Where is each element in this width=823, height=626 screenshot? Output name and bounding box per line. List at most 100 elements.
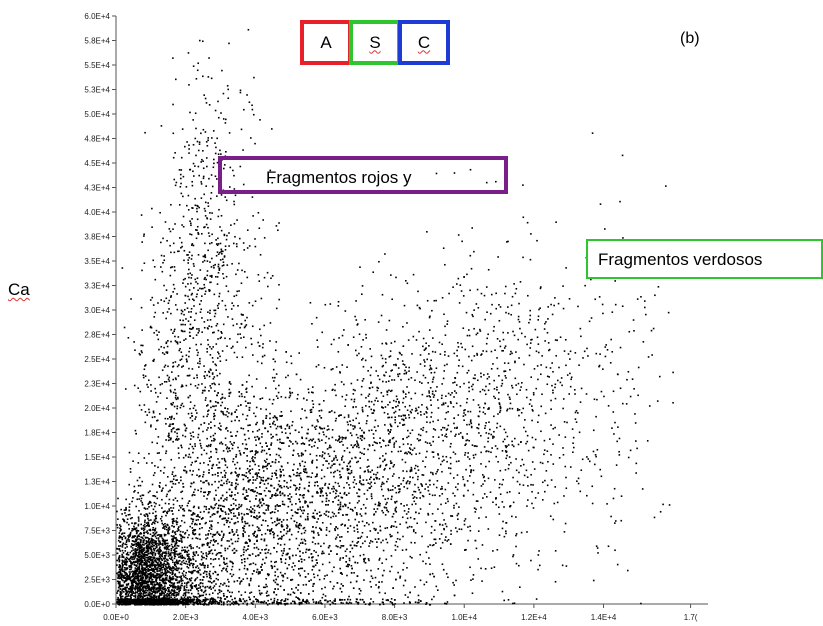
data-point <box>139 582 141 584</box>
data-point <box>182 574 185 576</box>
data-point <box>349 460 352 463</box>
data-point <box>173 520 175 523</box>
data-point <box>262 422 264 425</box>
data-point <box>165 548 168 551</box>
data-point <box>163 525 165 528</box>
data-point <box>139 543 142 545</box>
data-point <box>229 603 232 606</box>
data-point <box>124 547 127 549</box>
data-point <box>129 513 131 516</box>
data-point <box>139 484 142 487</box>
data-point <box>140 497 143 500</box>
data-point <box>137 546 139 549</box>
data-point <box>251 385 253 388</box>
data-point <box>210 549 213 551</box>
data-point <box>317 364 320 366</box>
data-point <box>142 588 144 591</box>
data-point <box>131 544 134 546</box>
data-point <box>159 574 162 576</box>
data-point <box>146 565 149 567</box>
data-point <box>129 603 132 606</box>
data-point <box>119 529 122 532</box>
data-point <box>492 550 494 552</box>
data-point <box>242 336 245 339</box>
data-point <box>134 594 137 596</box>
data-point <box>157 587 159 590</box>
data-point <box>338 435 341 438</box>
data-point <box>154 566 156 569</box>
data-point <box>158 559 161 561</box>
x-tick-label: 2.0E+3 <box>173 613 199 622</box>
data-point <box>138 585 141 588</box>
data-point <box>139 559 142 561</box>
data-point <box>206 566 209 569</box>
data-point <box>261 432 263 435</box>
data-point <box>212 565 215 568</box>
data-point <box>148 529 151 531</box>
data-point <box>135 582 138 584</box>
data-point <box>196 570 198 573</box>
data-point <box>220 471 222 474</box>
data-point <box>143 582 145 585</box>
data-point <box>242 530 245 532</box>
data-point <box>194 554 196 557</box>
data-point <box>209 598 212 601</box>
data-point <box>207 564 209 567</box>
data-point <box>137 551 140 554</box>
data-point <box>151 540 154 542</box>
data-point <box>173 552 175 554</box>
data-point <box>116 510 118 513</box>
data-point <box>378 478 381 480</box>
data-point <box>128 565 131 568</box>
data-point <box>143 532 145 535</box>
data-point <box>162 578 164 581</box>
data-point <box>147 539 150 542</box>
data-point <box>151 539 154 541</box>
data-point <box>172 603 174 606</box>
data-point <box>337 439 339 442</box>
data-point <box>420 600 422 602</box>
data-point <box>164 591 166 594</box>
data-point <box>144 558 146 561</box>
data-point <box>311 541 314 543</box>
data-point <box>143 562 146 565</box>
data-point <box>222 534 225 537</box>
data-point <box>120 598 122 601</box>
data-point <box>133 595 135 597</box>
data-point <box>138 575 140 577</box>
data-point <box>158 560 161 562</box>
data-point <box>162 563 165 566</box>
data-point <box>260 408 262 410</box>
data-point <box>160 590 163 592</box>
y-tick-label: 3.8E+4 <box>84 233 110 242</box>
data-point <box>163 597 166 599</box>
data-point <box>402 479 405 482</box>
data-point <box>180 597 183 599</box>
data-point <box>131 547 134 549</box>
data-point <box>144 567 146 570</box>
data-point <box>165 599 168 602</box>
data-point <box>138 588 141 590</box>
data-point <box>359 554 362 557</box>
data-point <box>175 595 177 597</box>
data-point <box>156 563 159 566</box>
data-point <box>139 546 142 549</box>
data-point <box>158 573 160 575</box>
data-point <box>164 539 166 542</box>
data-point <box>163 582 166 585</box>
data-point <box>175 565 177 568</box>
data-point <box>300 417 302 420</box>
data-point <box>221 505 224 508</box>
data-point <box>273 532 276 535</box>
data-point <box>262 512 265 514</box>
data-point <box>210 450 212 453</box>
data-point <box>271 472 274 475</box>
data-point <box>134 569 136 571</box>
data-point <box>447 538 450 541</box>
data-point <box>119 602 121 605</box>
data-point <box>417 433 420 436</box>
data-point <box>307 388 310 391</box>
data-point <box>130 588 132 590</box>
data-point <box>159 579 161 582</box>
data-point <box>195 551 198 553</box>
